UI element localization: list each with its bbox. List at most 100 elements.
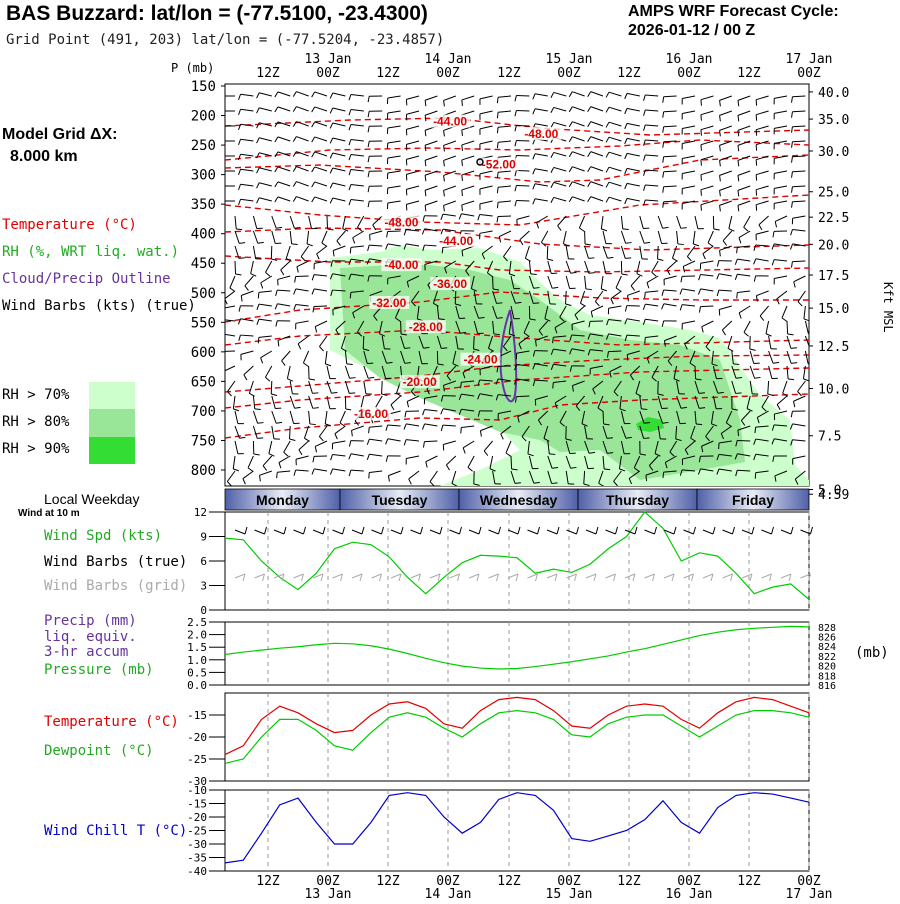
wind-barb-staff: [700, 306, 713, 307]
wind-barb-flag: [733, 364, 739, 365]
wind-barb-flag: [496, 303, 502, 304]
panel-y-tick: 1.0: [187, 654, 207, 667]
temperature-label: -24.00: [463, 353, 497, 367]
wind-barb-flag: [310, 424, 316, 425]
kft-tick-label: 12.5: [818, 340, 849, 355]
wind-barb-flag: [701, 190, 702, 196]
wind-barb-staff: [516, 185, 529, 186]
wind-barb-flag: [678, 244, 684, 245]
wind-barb-flag: [755, 427, 756, 433]
kft-axis: 40.035.030.025.022.520.017.515.012.510.0…: [809, 86, 849, 503]
wind-barb-flag: [641, 409, 647, 410]
wind-barb-flag: [236, 229, 242, 230]
temperature-label: -44.00: [433, 115, 467, 129]
wind-barb-flag: [350, 247, 351, 253]
bottom-hour-label: 12Z: [617, 874, 641, 889]
wind-barb-flag: [497, 97, 498, 103]
top-hour-label: 12Z: [256, 66, 280, 81]
pressure-tick-label: 200: [191, 109, 216, 125]
wind-barb-flag: [462, 205, 463, 211]
top-date-label: 14 Jan: [425, 52, 472, 67]
wind-barb-flag: [607, 453, 613, 454]
panel-frame: [225, 790, 809, 871]
wind-barb-flag: [462, 160, 463, 166]
p-axis-label: P (mb): [171, 61, 214, 75]
wind-barb-flag: [738, 430, 739, 436]
model-grid-value: 8.000 km: [10, 148, 78, 166]
wind-barb-staff: [388, 231, 401, 232]
bottom-hour-label: 12Z: [737, 874, 761, 889]
wind-barb-flag: [221, 186, 222, 192]
panel-y-tick: -25: [187, 753, 207, 766]
kft-tick-label: 7.5: [818, 430, 841, 445]
wind-barb-flag: [441, 348, 447, 349]
wind-barb-flag: [553, 383, 554, 389]
surface-wind-barb-flag: [811, 527, 813, 534]
pressure-tick-label: 300: [191, 168, 216, 184]
panel-y-tick: -10: [187, 784, 207, 797]
weekday-label: Thursday: [606, 492, 669, 508]
wind-barb-flag: [462, 190, 463, 196]
wind-barb-staff: [603, 411, 604, 424]
temperature-label: -44.00: [439, 234, 473, 248]
top-hour-label: 00Z: [557, 66, 581, 81]
wind-barb-staff: [516, 155, 529, 156]
wind-barb-staff: [516, 200, 529, 201]
temperature-label: -48.00: [384, 216, 418, 230]
wind-barb-flag: [644, 438, 650, 439]
top-date-label: 17 Jan: [786, 52, 833, 67]
weekday-label: Wednesday: [480, 492, 558, 508]
top-hour-label: 12Z: [737, 66, 761, 81]
wind-barb-flag: [221, 96, 222, 102]
pressure-y2-tick: 828: [818, 623, 836, 634]
wind-barb-staff: [608, 351, 621, 352]
wind-barb-flag: [623, 229, 629, 230]
wind-barb-flag: [696, 424, 702, 425]
wind-barb-flag: [701, 145, 702, 151]
wind-barb-flag: [586, 289, 592, 290]
legend-precip: Precip (mm): [44, 613, 137, 629]
top-hour-label: 00Z: [797, 66, 821, 81]
panel-y-tick: 0.5: [187, 666, 207, 679]
wind-barb-flag: [531, 274, 537, 275]
wind-barb-flag: [221, 156, 222, 162]
legend-pressure: Pressure (mb): [44, 662, 154, 678]
wind-barb-flag: [788, 379, 794, 380]
legend-rh90: RH > 90%: [2, 441, 69, 457]
temperature-label: -28.00: [409, 320, 443, 334]
wind-barb-staff: [296, 276, 309, 277]
top-hour-label: 00Z: [316, 66, 340, 81]
grid-point-subtitle: Grid Point (491, 203) lat/lon = (-77.520…: [6, 32, 444, 48]
wind-barb-flag: [255, 409, 261, 410]
kft-tick-label: 20.0: [818, 238, 849, 253]
wind-barb-flag: [646, 475, 647, 481]
wind-barb-flag: [462, 130, 463, 136]
wind-barb-staff: [516, 396, 529, 397]
wind-barb-flag: [699, 393, 705, 394]
pressure-y2-tick: 816: [818, 681, 836, 692]
pressure-tick-label: 650: [191, 374, 216, 390]
panel-y-tick: 1.5: [187, 641, 207, 654]
wind-barb-staff: [658, 246, 659, 259]
wind-barb-flag: [663, 472, 664, 478]
wind-barb-flag: [258, 292, 259, 298]
top-date-label: 15 Jan: [546, 52, 593, 67]
kft-tick-label: 4.59: [818, 488, 849, 503]
wind-barb-staff: [787, 321, 788, 334]
wind-barb-flag: [645, 292, 646, 298]
pressure-tick-label: 450: [191, 256, 216, 272]
wind-barb-staff: [363, 336, 364, 349]
wind-barb-flag: [350, 292, 351, 298]
wind-barb-flag: [497, 187, 498, 193]
panel-y-tick: 3: [200, 580, 207, 593]
weekday-label: Tuesday: [372, 492, 428, 508]
wind-barb-flag: [497, 112, 498, 118]
wind-barb-staff: [327, 216, 328, 229]
temperature-label: -36.00: [433, 277, 467, 291]
wind-barb-flag: [221, 351, 222, 357]
panel-y-tick: -20: [187, 731, 207, 744]
kft-tick-label: 17.5: [818, 269, 849, 284]
temperature-label: -52.00: [482, 158, 516, 172]
wind-barb-flag: [494, 334, 500, 335]
